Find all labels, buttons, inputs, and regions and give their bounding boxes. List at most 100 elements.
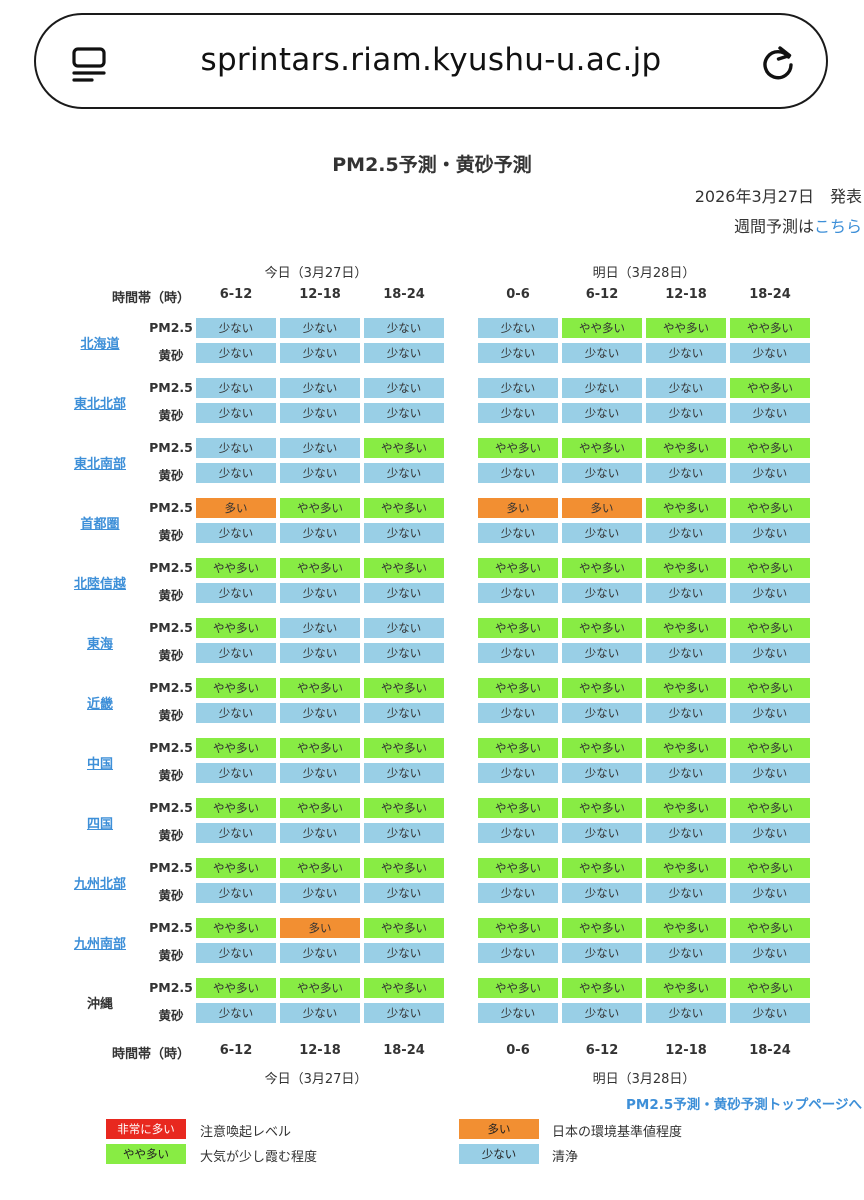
head-day-1-label: 明日（3月28日）	[592, 266, 696, 281]
legend-desc-low: 清浄	[552, 1150, 579, 1165]
region-name[interactable]: 北陸信越	[73, 577, 126, 592]
forecast-cell-kosa: 少ない	[646, 763, 726, 783]
reader-mode-icon[interactable]	[70, 46, 110, 82]
region-name[interactable]: 首都圏	[80, 517, 120, 532]
forecast-cell-pm25: やや多い	[730, 918, 810, 938]
foot-day-0-label: 今日（3月27日）	[264, 1072, 368, 1087]
forecast-cell-kosa: 少ない	[562, 403, 642, 423]
forecast-cell-kosa: 少ない	[562, 643, 642, 663]
forecast-cell-kosa: 少ない	[364, 463, 444, 483]
forecast-cell-kosa: 少ない	[730, 763, 810, 783]
foot-slot-0: 6-12	[219, 1043, 253, 1058]
foot-slot-5: 12-18	[665, 1043, 707, 1058]
forecast-cell-pm25: 少ない	[280, 618, 360, 638]
region-name[interactable]: 東海	[86, 637, 113, 652]
row-type-kosa: 黄砂	[158, 1008, 184, 1023]
forecast-cell-pm25: 少ない	[280, 378, 360, 398]
forecast-cell-pm25: 少ない	[280, 438, 360, 458]
forecast-cell-kosa: 少ない	[730, 823, 810, 843]
url-text[interactable]: sprintars.riam.kyushu-u.ac.jp	[200, 42, 662, 78]
page-title: PM2.5予測・黄砂予測	[332, 154, 532, 176]
forecast-cell-pm25: やや多い	[478, 438, 558, 458]
forecast-cell-pm25: 少ない	[196, 438, 276, 458]
region-name[interactable]: 中国	[86, 757, 113, 772]
row-type-kosa: 黄砂	[158, 588, 184, 603]
forecast-cell-pm25: 少ない	[478, 378, 558, 398]
forecast-cell-pm25: やや多い	[562, 618, 642, 638]
forecast-cell-pm25: やや多い	[196, 978, 276, 998]
forecast-cell-kosa: 少ない	[280, 883, 360, 903]
forecast-cell-pm25: やや多い	[730, 798, 810, 818]
forecast-cell-kosa: 少ない	[280, 643, 360, 663]
forecast-cell-pm25: やや多い	[364, 858, 444, 878]
forecast-cell-kosa: 少ない	[730, 643, 810, 663]
forecast-cell-kosa: 少ない	[646, 463, 726, 483]
forecast-cell-kosa: 少ない	[730, 343, 810, 363]
forecast-cell-pm25: 多い	[478, 498, 558, 518]
row-type-pm25: PM2.5	[149, 740, 193, 755]
region-name[interactable]: 東北北部	[73, 397, 126, 412]
address-bar[interactable]: sprintars.riam.kyushu-u.ac.jp	[34, 13, 828, 109]
row-type-pm25: PM2.5	[149, 320, 193, 335]
forecast-cell-kosa: 少ない	[364, 943, 444, 963]
forecast-cell-pm25: やや多い	[646, 498, 726, 518]
forecast-cell-kosa: 少ない	[196, 883, 276, 903]
forecast-cell-pm25: やや多い	[646, 558, 726, 578]
forecast-cell-pm25: 少ない	[646, 378, 726, 398]
reload-icon[interactable]	[758, 43, 798, 83]
forecast-cell-kosa: 少ない	[478, 703, 558, 723]
row-type-kosa: 黄砂	[158, 948, 184, 963]
forecast-cell-kosa: 少ない	[730, 1003, 810, 1023]
forecast-cell-kosa: 少ない	[730, 403, 810, 423]
legend-swatch-somewhat-high: やや多い	[106, 1144, 186, 1164]
head-slot-6: 18-24	[749, 287, 791, 302]
forecast-cell-pm25: やや多い	[730, 978, 810, 998]
forecast-cell-kosa: 少ない	[478, 643, 558, 663]
forecast-cell-pm25: やや多い	[730, 438, 810, 458]
issue-date: 2026年3月27日 発表	[694, 187, 862, 206]
region-name[interactable]: 四国	[86, 817, 113, 832]
row-type-pm25: PM2.5	[149, 380, 193, 395]
row-type-kosa: 黄砂	[158, 768, 184, 783]
forecast-cell-kosa: 少ない	[478, 523, 558, 543]
forecast-cell-pm25: やや多い	[364, 738, 444, 758]
forecast-cell-kosa: 少ない	[478, 583, 558, 603]
forecast-cell-kosa: 少ない	[364, 1003, 444, 1023]
row-type-kosa: 黄砂	[158, 888, 184, 903]
forecast-cell-kosa: 少ない	[280, 583, 360, 603]
forecast-cell-kosa: 少ない	[196, 583, 276, 603]
foot-slot-2: 18-24	[383, 1043, 425, 1058]
forecast-cell-kosa: 少ない	[730, 943, 810, 963]
forecast-cell-pm25: やや多い	[730, 618, 810, 638]
forecast-cell-pm25: 少ない	[364, 318, 444, 338]
region-name[interactable]: 東北南部	[73, 457, 126, 472]
forecast-cell-kosa: 少ない	[280, 343, 360, 363]
region-name[interactable]: 北海道	[80, 337, 120, 352]
head-slot-3: 0-6	[506, 287, 530, 302]
top-page-link[interactable]: PM2.5予測・黄砂予測トップページへ	[626, 1097, 862, 1113]
foot-slot-4: 6-12	[585, 1043, 619, 1058]
forecast-cell-pm25: やや多い	[646, 798, 726, 818]
row-type-kosa: 黄砂	[158, 408, 184, 423]
forecast-cell-kosa: 少ない	[730, 463, 810, 483]
head-slot-4: 6-12	[585, 287, 619, 302]
forecast-cell-kosa: 少ない	[646, 523, 726, 543]
forecast-cell-kosa: 少ない	[364, 523, 444, 543]
row-type-pm25: PM2.5	[149, 980, 193, 995]
forecast-cell-pm25: やや多い	[280, 558, 360, 578]
forecast-cell-kosa: 少ない	[562, 703, 642, 723]
region-name[interactable]: 九州南部	[73, 937, 126, 952]
forecast-cell-pm25: やや多い	[646, 618, 726, 638]
weekly-forecast-link[interactable]: こちら	[813, 217, 862, 236]
row-type-pm25: PM2.5	[149, 860, 193, 875]
region-name[interactable]: 近畿	[86, 697, 113, 712]
forecast-cell-kosa: 少ない	[562, 823, 642, 843]
region-name[interactable]: 九州北部	[73, 877, 126, 892]
forecast-cell-pm25: やや多い	[730, 678, 810, 698]
forecast-cell-pm25: やや多い	[730, 738, 810, 758]
forecast-cell-pm25: やや多い	[364, 558, 444, 578]
forecast-cell-pm25: 多い	[196, 498, 276, 518]
forecast-cell-pm25: 多い	[280, 918, 360, 938]
forecast-cell-kosa: 少ない	[730, 883, 810, 903]
row-type-kosa: 黄砂	[158, 708, 184, 723]
